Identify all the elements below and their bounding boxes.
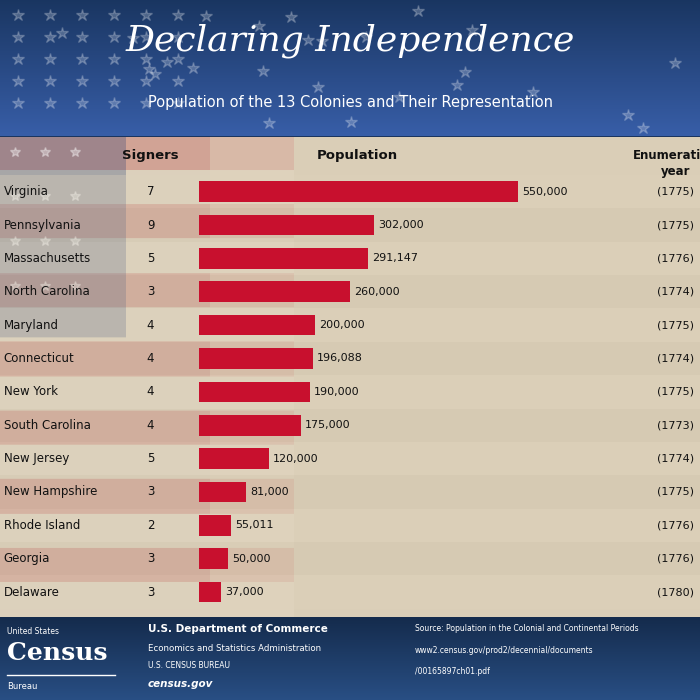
Text: 3: 3 <box>147 552 154 565</box>
Bar <box>0 275 700 309</box>
Bar <box>199 482 246 503</box>
Text: U.S. CENSUS BUREAU: U.S. CENSUS BUREAU <box>148 662 230 670</box>
Text: 302,000: 302,000 <box>379 220 424 230</box>
Text: 4: 4 <box>147 386 154 398</box>
Text: Delaware: Delaware <box>4 586 60 598</box>
Bar <box>0 409 700 442</box>
Bar <box>0 542 700 575</box>
Text: (1775): (1775) <box>657 187 694 197</box>
Text: (1775): (1775) <box>657 220 694 230</box>
Text: New Hampshire: New Hampshire <box>4 486 97 498</box>
Text: Enumeration
year: Enumeration year <box>634 148 700 178</box>
Bar <box>0 309 700 342</box>
Text: (1775): (1775) <box>657 487 694 497</box>
Text: Population: Population <box>316 148 398 162</box>
Text: census.gov: census.gov <box>148 679 214 690</box>
Bar <box>0 209 700 242</box>
Text: South Carolina: South Carolina <box>4 419 90 432</box>
Text: (1774): (1774) <box>657 287 694 297</box>
Text: 200,000: 200,000 <box>319 320 365 330</box>
Bar <box>0 442 700 475</box>
Text: 550,000: 550,000 <box>522 187 568 197</box>
Text: (1773): (1773) <box>657 420 694 430</box>
Text: North Carolina: North Carolina <box>4 286 90 298</box>
Text: (1775): (1775) <box>657 320 694 330</box>
Text: (1774): (1774) <box>657 454 694 463</box>
Bar <box>199 382 309 402</box>
Bar <box>199 248 368 269</box>
Bar <box>199 582 221 603</box>
Text: 120,000: 120,000 <box>273 454 318 463</box>
Text: (1776): (1776) <box>657 520 694 531</box>
Text: 3: 3 <box>147 286 154 298</box>
Text: 50,000: 50,000 <box>232 554 271 564</box>
Text: 7: 7 <box>147 186 154 198</box>
Text: 175,000: 175,000 <box>304 420 351 430</box>
Text: 37,000: 37,000 <box>225 587 264 597</box>
Text: 291,147: 291,147 <box>372 253 418 263</box>
Text: New York: New York <box>4 386 57 398</box>
Text: 2: 2 <box>147 519 154 532</box>
Text: United States: United States <box>7 627 59 636</box>
Text: 5: 5 <box>147 452 154 465</box>
Text: (1776): (1776) <box>657 554 694 564</box>
Bar <box>0 342 700 375</box>
Bar <box>0 475 700 509</box>
Text: Connecticut: Connecticut <box>4 352 74 365</box>
Bar <box>0 509 700 542</box>
Bar <box>199 181 518 202</box>
Text: 3: 3 <box>147 486 154 498</box>
Text: New Jersey: New Jersey <box>4 452 69 465</box>
Bar <box>199 315 315 335</box>
Text: U.S. Department of Commerce: U.S. Department of Commerce <box>148 624 328 634</box>
Text: 81,000: 81,000 <box>251 487 289 497</box>
Bar <box>199 515 232 536</box>
Text: 196,088: 196,088 <box>317 354 363 363</box>
Bar <box>0 241 700 275</box>
Text: (1780): (1780) <box>657 587 694 597</box>
Text: Rhode Island: Rhode Island <box>4 519 80 532</box>
Bar <box>199 348 313 369</box>
Text: Virginia: Virginia <box>4 186 48 198</box>
Text: Signers: Signers <box>122 148 178 162</box>
Text: 190,000: 190,000 <box>314 387 359 397</box>
Text: 4: 4 <box>147 318 154 332</box>
Bar <box>0 375 700 409</box>
Bar <box>0 575 700 609</box>
Text: 9: 9 <box>147 218 154 232</box>
Bar <box>199 281 350 302</box>
Bar <box>0 175 700 209</box>
Text: (1774): (1774) <box>657 354 694 363</box>
Text: Population of the 13 Colonies and Their Representation: Population of the 13 Colonies and Their … <box>148 95 552 110</box>
Text: 3: 3 <box>147 586 154 598</box>
Bar <box>199 548 228 569</box>
Text: www2.census.gov/prod2/decennial/documents: www2.census.gov/prod2/decennial/document… <box>415 646 594 655</box>
Text: 260,000: 260,000 <box>354 287 400 297</box>
Bar <box>199 215 374 235</box>
Text: /00165897ch01.pdf: /00165897ch01.pdf <box>415 667 490 676</box>
Text: 5: 5 <box>147 252 154 265</box>
Text: Declaring Independence: Declaring Independence <box>125 24 575 58</box>
Text: Maryland: Maryland <box>4 318 59 332</box>
Text: 55,011: 55,011 <box>235 520 274 531</box>
Text: 4: 4 <box>147 352 154 365</box>
Bar <box>199 448 269 469</box>
Text: Bureau: Bureau <box>7 682 37 691</box>
Text: 4: 4 <box>147 419 154 432</box>
Text: Census: Census <box>7 640 108 664</box>
Text: Economics and Statistics Administration: Economics and Statistics Administration <box>148 644 321 653</box>
Bar <box>199 415 301 435</box>
Text: Georgia: Georgia <box>4 552 50 565</box>
Text: Source: Population in the Colonial and Continental Periods: Source: Population in the Colonial and C… <box>415 624 638 633</box>
Text: Massachusetts: Massachusetts <box>4 252 91 265</box>
Text: (1775): (1775) <box>657 387 694 397</box>
Text: (1776): (1776) <box>657 253 694 263</box>
Text: Pennsylvania: Pennsylvania <box>4 218 81 232</box>
